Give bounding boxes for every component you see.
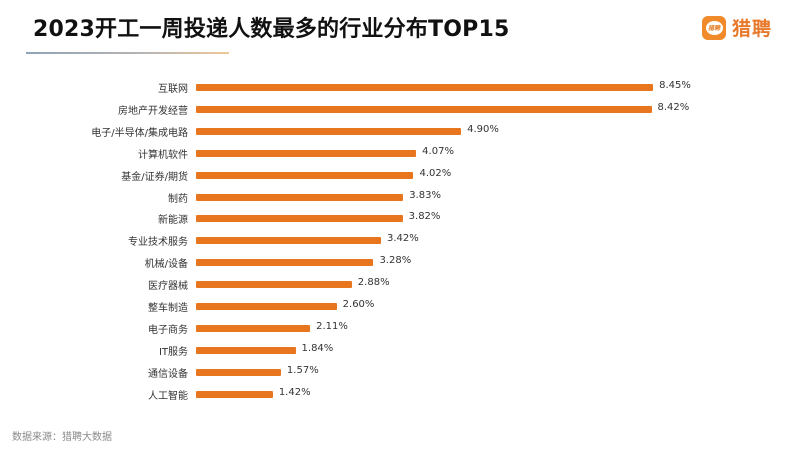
bar-row: 基金/证券/期货 4.02% — [0, 165, 800, 187]
bar-row: IT服务 1.84% — [0, 340, 800, 362]
bar-row: 计算机软件 4.07% — [0, 143, 800, 165]
bar-row: 医疗器械 2.88% — [0, 274, 800, 296]
value-label: 8.42% — [657, 101, 690, 113]
liepin-logo: 猎聘 猎聘 — [702, 14, 772, 41]
bar-row: 电子/半导体/集成电路 4.90% — [0, 121, 800, 143]
bar — [196, 303, 337, 310]
data-source-note: 数据来源：猎聘大数据 — [12, 432, 112, 443]
bar-row: 整车制造 2.60% — [0, 296, 800, 318]
logo-text: 猎聘 — [732, 18, 773, 40]
category-label: 基金/证券/期货 — [121, 171, 188, 183]
bar-row: 新能源 3.82% — [0, 208, 800, 230]
bar — [196, 237, 382, 245]
bar — [196, 105, 652, 113]
bar — [196, 259, 374, 267]
category-label: IT服务 — [158, 346, 188, 358]
speech-bubble-icon: 猎聘 — [705, 20, 723, 35]
bar-row: 互联网 8.45% — [0, 77, 800, 99]
category-label: 通信设备 — [148, 368, 188, 380]
bar — [196, 346, 296, 354]
category-label: 新能源 — [158, 215, 188, 227]
value-label: 4.07% — [422, 145, 454, 157]
category-label: 房地产开发经营 — [118, 105, 188, 117]
value-label: 4.02% — [419, 167, 452, 179]
bar — [196, 215, 403, 223]
bar — [196, 149, 417, 157]
title-underline — [26, 52, 229, 54]
bar — [196, 324, 311, 332]
category-label: 互联网 — [158, 84, 188, 95]
value-label: 1.42% — [278, 386, 311, 398]
category-label: 人工智能 — [148, 390, 188, 402]
bar-row: 电子商务 2.11% — [0, 318, 800, 340]
value-label: 8.45% — [659, 80, 691, 91]
category-label: 电子商务 — [148, 324, 188, 336]
bar — [196, 84, 654, 91]
bar-row: 房地产开发经营 8.42% — [0, 99, 800, 121]
chart-title: 2023开工一周投递人数最多的行业分布TOP15 — [33, 17, 510, 42]
value-label: 3.83% — [409, 189, 441, 201]
bar — [196, 390, 273, 398]
bar-row: 制药 3.83% — [0, 187, 800, 209]
category-label: 电子/半导体/集成电路 — [91, 127, 188, 139]
bar — [196, 193, 404, 201]
value-label: 1.84% — [301, 342, 334, 354]
bar — [196, 281, 352, 289]
bar-row: 通信设备 1.57% — [0, 362, 800, 384]
value-label: 4.90% — [467, 123, 499, 135]
value-label: 2.60% — [342, 299, 375, 310]
category-label: 专业技术服务 — [128, 237, 188, 249]
value-label: 3.82% — [408, 211, 441, 223]
value-label: 1.57% — [286, 364, 319, 376]
logo-badge-icon: 猎聘 — [702, 15, 726, 40]
bar-row: 机械/设备 3.28% — [0, 252, 800, 274]
bar — [196, 171, 414, 179]
value-label: 2.11% — [316, 320, 348, 332]
bar-row: 人工智能 1.42% — [0, 384, 800, 406]
category-label: 医疗器械 — [148, 281, 188, 293]
category-label: 机械/设备 — [144, 259, 188, 271]
bar-row: 专业技术服务 3.42% — [0, 230, 800, 252]
category-label: 制药 — [168, 193, 188, 205]
bar — [196, 127, 462, 135]
value-label: 3.28% — [379, 255, 412, 267]
value-label: 3.42% — [387, 233, 419, 245]
category-label: 计算机软件 — [138, 149, 188, 161]
value-label: 2.88% — [357, 277, 390, 289]
bar — [196, 368, 281, 376]
category-label: 整车制造 — [148, 303, 188, 314]
